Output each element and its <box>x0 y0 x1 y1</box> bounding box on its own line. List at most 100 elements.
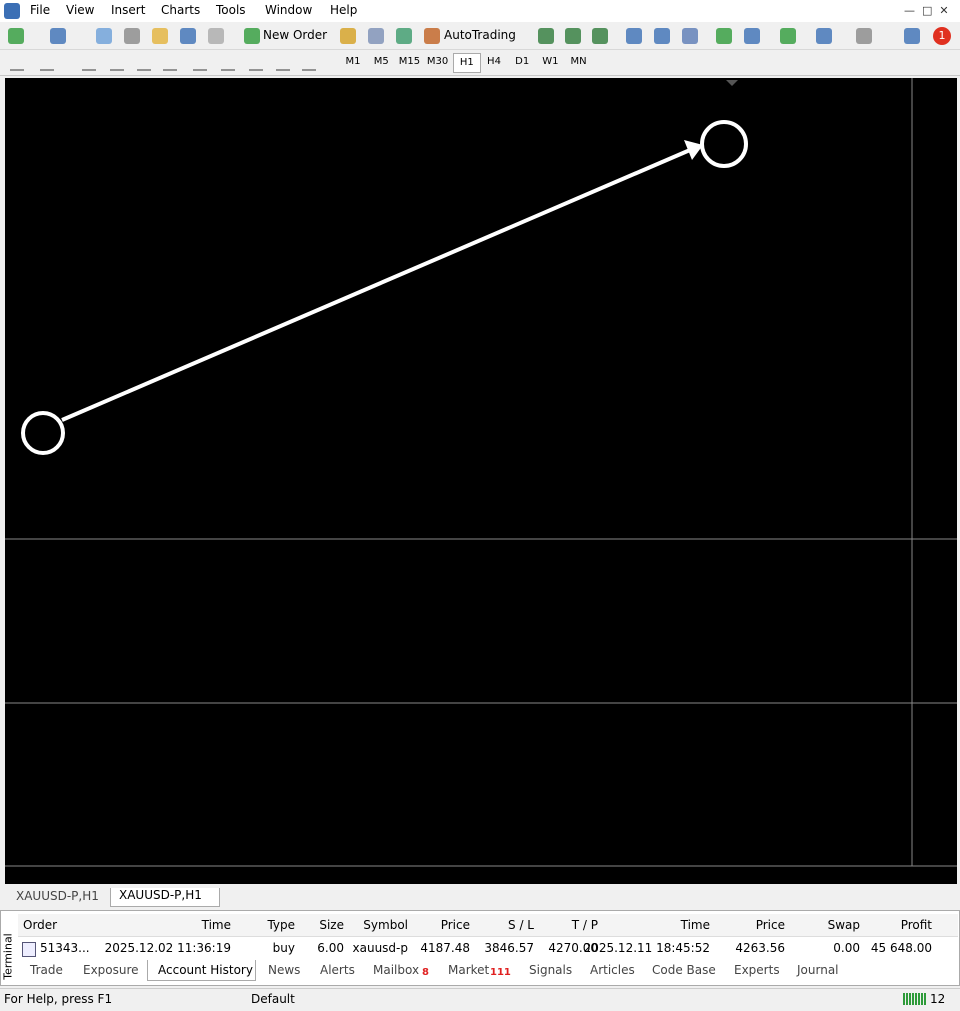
menu-item[interactable]: File <box>30 3 51 17</box>
tool-button[interactable] <box>82 55 96 71</box>
toolbar-button[interactable] <box>716 28 732 44</box>
terminal-tab[interactable]: Articles <box>590 963 635 977</box>
table-cell[interactable]: 4270.00 <box>548 941 598 955</box>
button-label[interactable]: New Order <box>263 28 328 42</box>
column-header[interactable]: S / L <box>508 918 534 932</box>
table-cell[interactable]: 0.00 <box>833 941 860 955</box>
terminal-tab[interactable]: Mailbox <box>373 963 420 977</box>
status-bar <box>0 988 960 1011</box>
table-cell[interactable]: 51343... <box>40 941 90 955</box>
column-header[interactable]: T / P <box>571 918 598 932</box>
table-cell[interactable]: 6.00 <box>317 941 344 955</box>
timeframe-button[interactable]: W1 <box>542 56 559 67</box>
terminal-tab[interactable]: Alerts <box>320 963 355 977</box>
timeframe-button[interactable]: MN <box>570 56 587 67</box>
toolbar-button[interactable] <box>626 28 642 44</box>
timeframe-button[interactable]: D1 <box>515 56 530 67</box>
table-cell[interactable]: 45 648.00 <box>870 941 932 955</box>
column-header[interactable]: Type <box>267 918 295 932</box>
button-label[interactable]: AutoTrading <box>444 28 516 42</box>
timeframe-button[interactable]: M30 <box>426 56 449 67</box>
menu-item[interactable]: Tools <box>216 3 246 17</box>
terminal-tab[interactable]: Experts <box>734 963 780 977</box>
toolbar-button[interactable] <box>744 28 760 44</box>
menu-bar <box>0 0 960 22</box>
app-icon <box>4 3 20 19</box>
tool-button[interactable] <box>249 55 263 71</box>
toolbar-button[interactable] <box>396 28 412 44</box>
column-header[interactable]: Price <box>755 918 785 932</box>
menu-item[interactable]: Window <box>265 3 313 17</box>
status-profile: Default <box>251 992 295 1006</box>
column-header[interactable]: Time <box>680 918 710 932</box>
tool-button[interactable] <box>40 55 54 71</box>
timeframe-button[interactable]: M5 <box>373 56 389 67</box>
menu-item[interactable]: Help <box>330 3 358 17</box>
toolbar-button[interactable] <box>565 28 581 44</box>
tool-button[interactable] <box>163 55 177 71</box>
column-header[interactable]: Time <box>201 918 231 932</box>
toolbar-button[interactable] <box>682 28 698 44</box>
tool-button[interactable] <box>221 55 235 71</box>
column-header[interactable]: Price <box>440 918 470 932</box>
menu-item[interactable]: Insert <box>111 3 146 17</box>
tool-button[interactable] <box>10 55 24 71</box>
column-header[interactable]: Size <box>319 918 344 932</box>
terminal-tab[interactable]: Code Base <box>652 963 716 977</box>
timeframe-button[interactable]: H1 <box>452 53 481 73</box>
toolbar-button[interactable] <box>8 28 24 44</box>
toolbar-button[interactable] <box>654 28 670 44</box>
toolbar-button[interactable] <box>904 28 920 44</box>
toolbar-button[interactable] <box>424 28 440 44</box>
toolbar-button[interactable] <box>592 28 608 44</box>
toolbar-button[interactable] <box>856 28 872 44</box>
chart-window <box>5 78 957 884</box>
column-header[interactable]: Swap <box>827 918 860 932</box>
terminal-tab[interactable]: Trade <box>30 963 63 977</box>
menu-item[interactable]: Charts <box>161 3 201 17</box>
terminal-tab[interactable]: Account History <box>147 960 256 981</box>
toolbar-button[interactable] <box>124 28 140 44</box>
timeframe-button[interactable]: H4 <box>487 56 501 67</box>
toolbar-button[interactable] <box>152 28 168 44</box>
toolbar-button[interactable] <box>780 28 796 44</box>
terminal-tab[interactable]: Journal <box>797 963 839 977</box>
notification-badge[interactable]: 1 <box>933 27 951 45</box>
timeframe-button[interactable]: M1 <box>345 56 361 67</box>
tool-button[interactable] <box>276 55 290 71</box>
terminal-tab[interactable]: News <box>268 963 301 977</box>
tool-button[interactable] <box>193 55 207 71</box>
terminal-tab[interactable]: Exposure <box>83 963 139 977</box>
window-controls[interactable]: — □ ✕ <box>904 4 949 17</box>
timeframe-button[interactable]: M15 <box>398 56 421 67</box>
chart-tab[interactable]: XAUUSD-P,H1 <box>110 888 220 907</box>
table-cell[interactable]: 4263.56 <box>735 941 785 955</box>
menu-item[interactable]: View <box>66 3 95 17</box>
toolbar-button[interactable] <box>816 28 832 44</box>
terminal-tab[interactable]: Signals <box>529 963 573 977</box>
order-icon <box>22 942 36 957</box>
table-cell[interactable]: xauusd-p <box>352 941 408 955</box>
terminal-tab[interactable]: Market <box>448 963 490 977</box>
table-cell[interactable]: buy <box>272 941 295 955</box>
toolbar-button[interactable] <box>96 28 112 44</box>
toolbar-button[interactable] <box>180 28 196 44</box>
toolbar-button[interactable] <box>244 28 260 44</box>
toolbar-button[interactable] <box>340 28 356 44</box>
table-cell[interactable]: 2025.12.02 11:36:19 <box>104 941 231 955</box>
toolbar-button[interactable] <box>538 28 554 44</box>
column-header[interactable]: Profit <box>900 918 932 932</box>
table-cell[interactable]: 4187.48 <box>420 941 470 955</box>
tool-button[interactable] <box>302 55 316 71</box>
tool-button[interactable] <box>137 55 151 71</box>
toolbar-button[interactable] <box>368 28 384 44</box>
column-header[interactable]: Order <box>23 918 58 932</box>
table-cell[interactable]: 2025.12.11 18:45:52 <box>583 941 710 955</box>
table-cell[interactable]: 3846.57 <box>484 941 534 955</box>
toolbar-button[interactable] <box>50 28 66 44</box>
column-header[interactable]: Symbol <box>363 918 408 932</box>
terminal-header <box>18 914 958 937</box>
toolbar-button[interactable] <box>208 28 224 44</box>
tool-button[interactable] <box>110 55 124 71</box>
chart-tab[interactable]: XAUUSD-P,H1 <box>16 889 99 903</box>
